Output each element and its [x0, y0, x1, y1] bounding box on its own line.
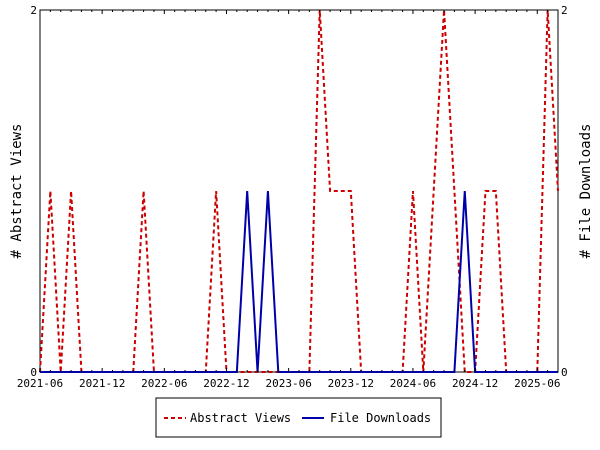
y-tick-label-left: 2	[30, 4, 37, 17]
data-point-file-downloads	[464, 190, 466, 192]
x-tick-label: 2025-06	[514, 377, 560, 390]
x-tick-label: 2024-12	[452, 377, 498, 390]
data-point-abstract-views	[454, 190, 456, 192]
x-tick-label: 2023-12	[328, 377, 374, 390]
x-tick-label: 2022-12	[203, 377, 249, 390]
y-axis-title-right: # File Downloads	[578, 124, 594, 259]
x-tick-label: 2023-06	[265, 377, 311, 390]
data-point-abstract-views	[350, 190, 352, 192]
y-tick-label-right: 2	[561, 4, 568, 17]
plot-area	[39, 9, 559, 373]
x-tick-label: 2021-12	[79, 377, 125, 390]
data-point-abstract-views	[485, 190, 487, 192]
data-point-file-downloads	[246, 190, 248, 192]
data-point-abstract-views	[70, 190, 72, 192]
y-tick-label-right: 0	[561, 366, 568, 379]
y-axis-title-left: # Abstract Views	[9, 124, 25, 259]
data-point-abstract-views	[50, 190, 52, 192]
x-tick-label: 2021-06	[17, 377, 63, 390]
data-point-abstract-views	[495, 190, 497, 192]
y-axis-ticks: 0 0 2 2	[30, 4, 567, 379]
y-tick-label-left: 0	[30, 366, 37, 379]
legend: Abstract Views File Downloads	[155, 397, 442, 438]
data-point-abstract-views	[143, 190, 145, 192]
x-tick-label: 2022-06	[141, 377, 187, 390]
legend-box	[155, 397, 442, 438]
data-point-abstract-views	[340, 190, 342, 192]
data-point-abstract-views	[215, 190, 217, 192]
data-point-file-downloads	[267, 190, 269, 192]
data-point-abstract-views	[329, 190, 331, 192]
legend-label-abstract-views: Abstract Views	[190, 411, 291, 425]
x-tick-label: 2024-06	[390, 377, 436, 390]
data-point-abstract-views	[433, 190, 435, 192]
data-point-abstract-views	[412, 190, 414, 192]
x-axis-ticks: 2021-06 2021-12 2022-06 2022-12 2023-06 2023-…	[17, 10, 560, 390]
legend-label-file-downloads: File Downloads	[330, 411, 431, 425]
data-point-abstract-views	[557, 190, 559, 192]
